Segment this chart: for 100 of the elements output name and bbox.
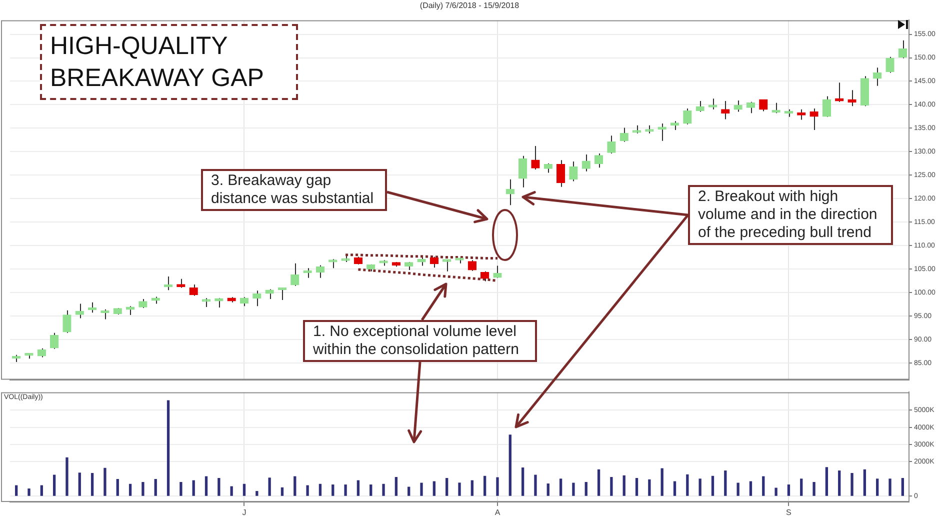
- bar: [863, 469, 866, 496]
- bar: [850, 473, 854, 496]
- bar: [572, 482, 575, 496]
- bar: [52, 474, 56, 496]
- bar: [66, 457, 68, 496]
- candlestick: [848, 90, 856, 107]
- bar: [470, 480, 474, 496]
- bar: [332, 484, 334, 496]
- candlestick: [75, 303, 84, 319]
- bar: [838, 470, 841, 496]
- bar: [28, 488, 30, 496]
- bar: [483, 476, 486, 496]
- bar: [370, 484, 372, 496]
- bar: [597, 469, 600, 496]
- bar: [584, 482, 588, 496]
- candlestick: [708, 98, 718, 110]
- candlestick: [835, 82, 844, 102]
- bar: [673, 481, 676, 496]
- candlestick: [810, 108, 818, 131]
- bar: [15, 485, 18, 496]
- bar: [458, 482, 461, 496]
- bar: [521, 468, 524, 496]
- bar: [736, 482, 740, 496]
- bar: [394, 476, 398, 496]
- bar: [901, 478, 904, 496]
- bar: [812, 482, 816, 496]
- bar: [774, 488, 778, 496]
- annotation: 2. Breakout with high volume and in the direction of the preceding bull trend: [688, 185, 893, 245]
- bar: [166, 400, 170, 496]
- bar: [749, 481, 752, 496]
- bar: [294, 476, 296, 496]
- bar: [432, 481, 436, 496]
- bar: [280, 487, 284, 496]
- candlestick: [582, 154, 590, 172]
- bar: [356, 480, 360, 496]
- bar: [268, 478, 271, 496]
- chart-subtitle: (Daily) 7/6/2018 - 15/9/2018: [418, 1, 520, 10]
- bar: [192, 480, 195, 496]
- bar: [306, 485, 309, 496]
- bar: [698, 478, 702, 496]
- bar: [142, 482, 144, 496]
- text: HIGH-QUALITY BREAKAWAY GAP: [40, 24, 298, 100]
- bar: [610, 476, 613, 496]
- bar: [648, 479, 651, 496]
- bar: [218, 478, 220, 496]
- bar: [128, 484, 132, 496]
- bar: [204, 476, 208, 496]
- bar: [800, 478, 803, 496]
- x-tick-label: A: [494, 508, 501, 518]
- candlestick: [442, 259, 452, 272]
- bar: [724, 470, 727, 496]
- bar: [90, 473, 94, 496]
- candlestick: [721, 100, 730, 120]
- candlestick: [518, 155, 528, 188]
- candlestick: [734, 100, 742, 112]
- bar: [78, 472, 81, 496]
- candlestick: [252, 290, 262, 307]
- bar: [686, 474, 689, 496]
- bar: [420, 482, 423, 496]
- bar: [408, 486, 410, 496]
- bar: [256, 491, 258, 496]
- bar: [534, 474, 537, 496]
- candlestick: [797, 108, 806, 120]
- bar: [116, 479, 119, 496]
- bar: [711, 476, 714, 496]
- bar: [622, 475, 626, 496]
- bar: [876, 478, 879, 496]
- bar: [382, 484, 385, 496]
- x-tick-label: S: [786, 508, 792, 518]
- candlestick: [62, 310, 72, 334]
- bar: [546, 483, 550, 496]
- bar: [154, 479, 157, 496]
- bar: [888, 478, 892, 496]
- bar: [496, 477, 499, 496]
- candlestick: [873, 67, 882, 86]
- candlestick: [316, 264, 325, 278]
- bar: [660, 468, 664, 496]
- candlestick: [696, 100, 704, 112]
- x-tick-label: J: [242, 508, 246, 518]
- bar: [242, 484, 246, 496]
- candlestick: [214, 298, 224, 308]
- candlestick: [556, 160, 566, 188]
- candlestick: [493, 265, 502, 278]
- bar: [762, 476, 765, 496]
- candlestick: [265, 288, 274, 300]
- candlestick: [822, 96, 832, 118]
- candlestick: [531, 146, 540, 170]
- bar: [318, 484, 322, 496]
- bar: [559, 478, 562, 496]
- annotation: 1. No exceptional volume level within the consolidation pattern: [303, 320, 537, 362]
- bar: [104, 468, 106, 496]
- candlestick: [746, 101, 756, 114]
- bar: [230, 486, 233, 496]
- bar: [787, 484, 790, 496]
- bar: [446, 478, 448, 496]
- bar: [40, 485, 43, 496]
- bar: [825, 467, 828, 496]
- bar: [344, 484, 347, 496]
- candlestick: [544, 162, 552, 174]
- bar: [180, 482, 182, 496]
